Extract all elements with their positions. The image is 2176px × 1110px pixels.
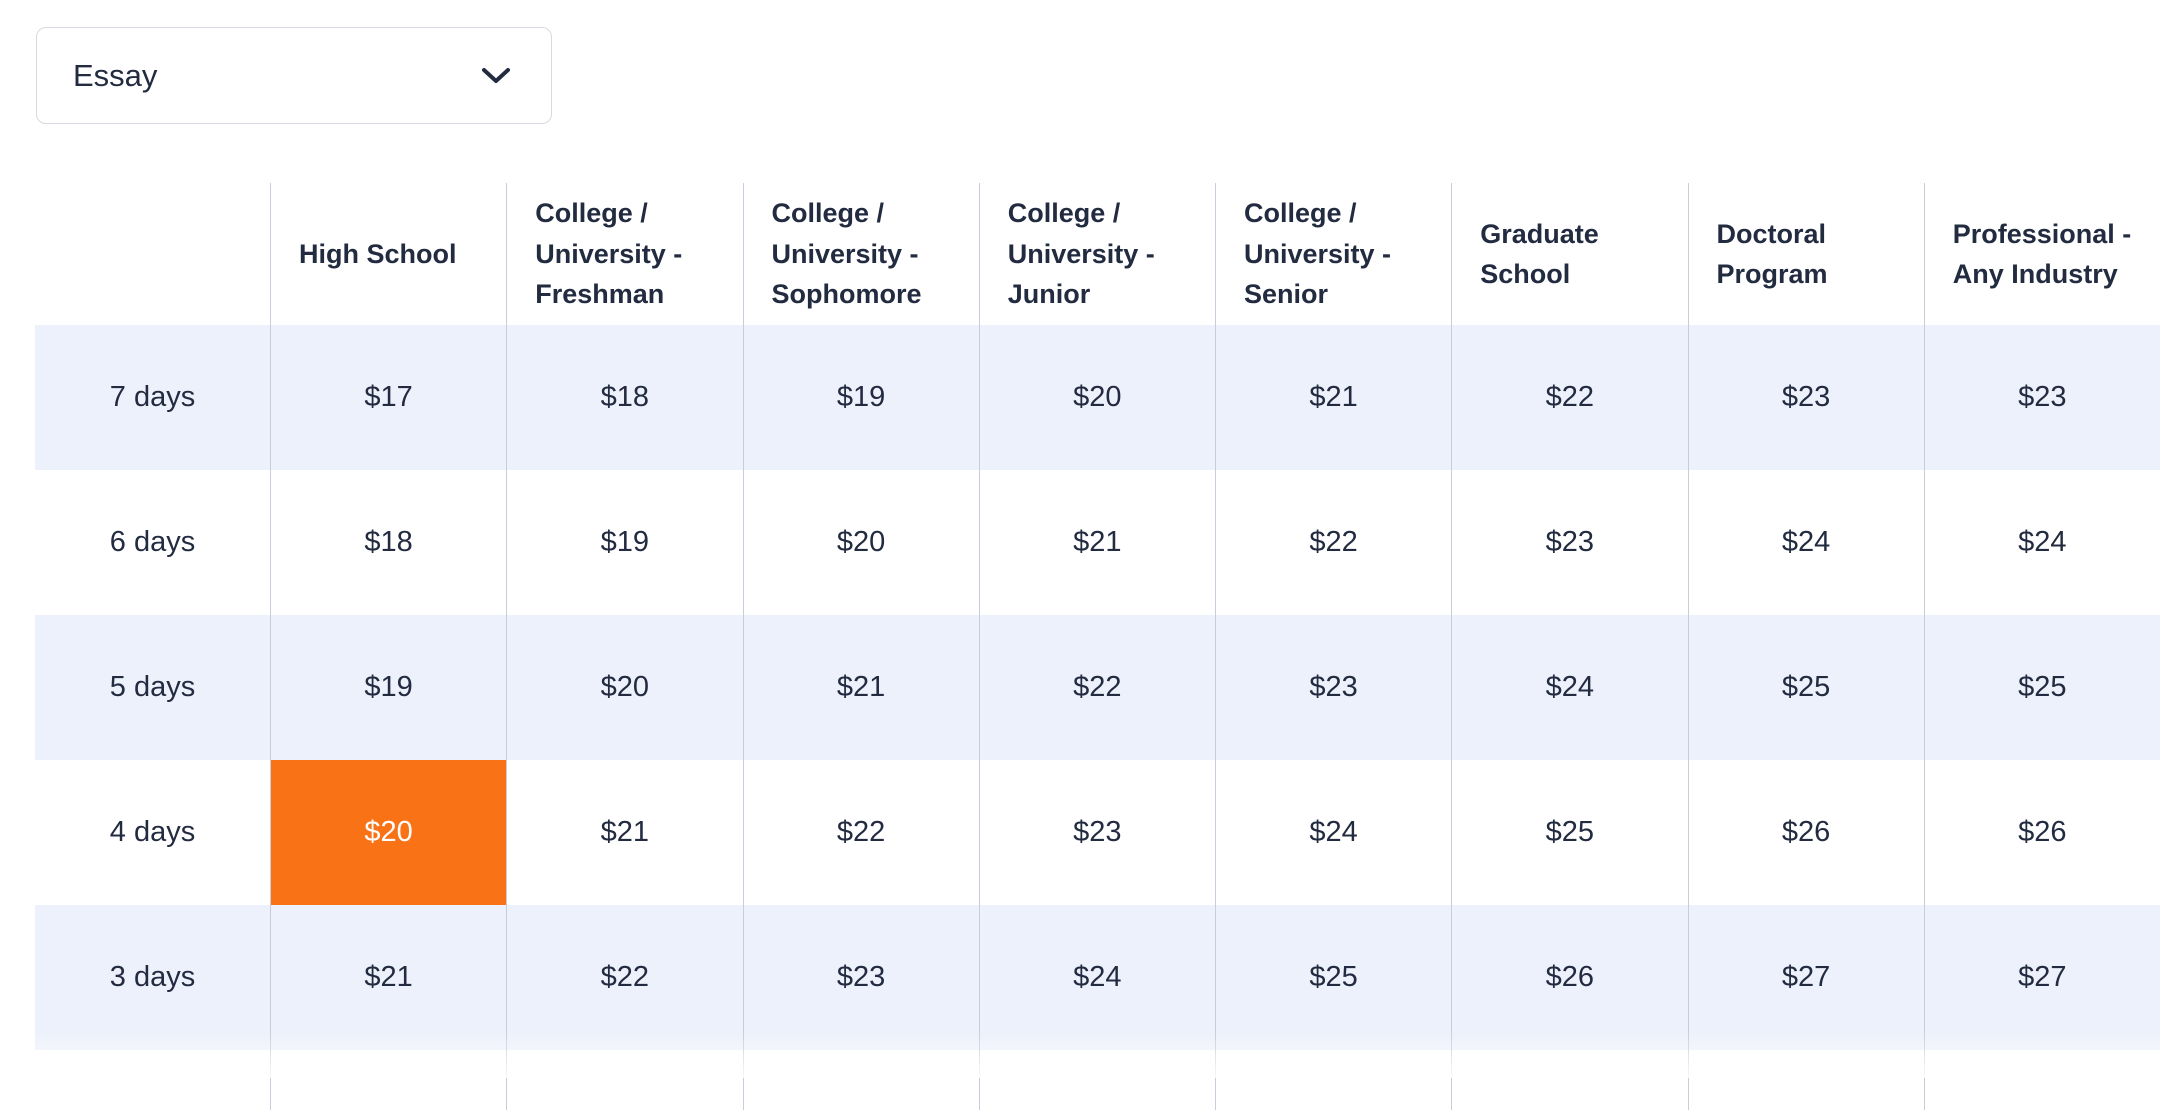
price-cell[interactable]: $20 [743,470,979,615]
selected-price-cell[interactable]: $20 [270,760,506,905]
row-label: 7 days [35,325,270,470]
price-cell[interactable]: $22 [1215,470,1451,615]
price-cell[interactable]: $21 [743,615,979,760]
column-header: College / University - Junior [979,183,1215,325]
price-cell-partial [506,1050,742,1110]
price-cell[interactable]: $26 [1451,905,1687,1050]
row-label: 5 days [35,615,270,760]
subject-dropdown[interactable]: Essay [36,27,552,124]
dropdown-selected-value: Essay [73,58,157,94]
column-header: High School [270,183,506,325]
row-label: 4 days [35,760,270,905]
price-cell[interactable]: $25 [1451,760,1687,905]
price-cell[interactable]: $26 [1688,760,1924,905]
price-cell-partial [1215,1050,1451,1110]
price-cell[interactable]: $22 [1451,325,1687,470]
price-cell[interactable]: $18 [506,325,742,470]
price-cell[interactable]: $23 [743,905,979,1050]
price-cell[interactable]: $18 [270,470,506,615]
price-cell[interactable]: $24 [1215,760,1451,905]
column-header: Graduate School [1451,183,1687,325]
price-cell-partial [1688,1050,1924,1110]
row-label: 6 days [35,470,270,615]
price-cell-partial [1924,1050,2160,1110]
price-cell[interactable]: $19 [270,615,506,760]
price-cell-partial [1451,1050,1687,1110]
price-cell[interactable]: $24 [1451,615,1687,760]
price-cell-partial [979,1050,1215,1110]
price-cell[interactable]: $17 [270,325,506,470]
row-label: 3 days [35,905,270,1050]
price-cell[interactable]: $24 [1924,470,2160,615]
price-cell[interactable]: $23 [1688,325,1924,470]
column-header: Doctoral Program [1688,183,1924,325]
price-cell[interactable]: $19 [506,470,742,615]
price-cell[interactable]: $20 [979,325,1215,470]
price-cell[interactable]: $24 [1688,470,1924,615]
price-cell[interactable]: $25 [1688,615,1924,760]
column-header: College / University - Senior [1215,183,1451,325]
price-cell[interactable]: $22 [743,760,979,905]
price-cell[interactable]: $20 [506,615,742,760]
price-cell[interactable]: $23 [979,760,1215,905]
price-cell[interactable]: $21 [506,760,742,905]
price-cell[interactable]: $23 [1924,325,2160,470]
column-header: College / University - Freshman [506,183,742,325]
price-cell[interactable]: $23 [1451,470,1687,615]
chevron-down-icon [481,67,511,85]
corner-cell [35,183,270,325]
price-cell[interactable]: $19 [743,325,979,470]
price-cell[interactable]: $21 [270,905,506,1050]
price-cell[interactable]: $25 [1924,615,2160,760]
column-header: College / University - Sophomore [743,183,979,325]
price-cell[interactable]: $22 [506,905,742,1050]
price-cell[interactable]: $26 [1924,760,2160,905]
price-cell[interactable]: $21 [979,470,1215,615]
price-cell[interactable]: $24 [979,905,1215,1050]
price-cell-partial [743,1050,979,1110]
price-cell[interactable]: $27 [1688,905,1924,1050]
column-header: Professional - Any Industry [1924,183,2160,325]
price-cell-partial [270,1050,506,1110]
price-cell[interactable]: $25 [1215,905,1451,1050]
price-cell[interactable]: $27 [1924,905,2160,1050]
price-cell[interactable]: $23 [1215,615,1451,760]
row-label-partial [35,1050,270,1110]
price-cell[interactable]: $22 [979,615,1215,760]
price-cell[interactable]: $21 [1215,325,1451,470]
